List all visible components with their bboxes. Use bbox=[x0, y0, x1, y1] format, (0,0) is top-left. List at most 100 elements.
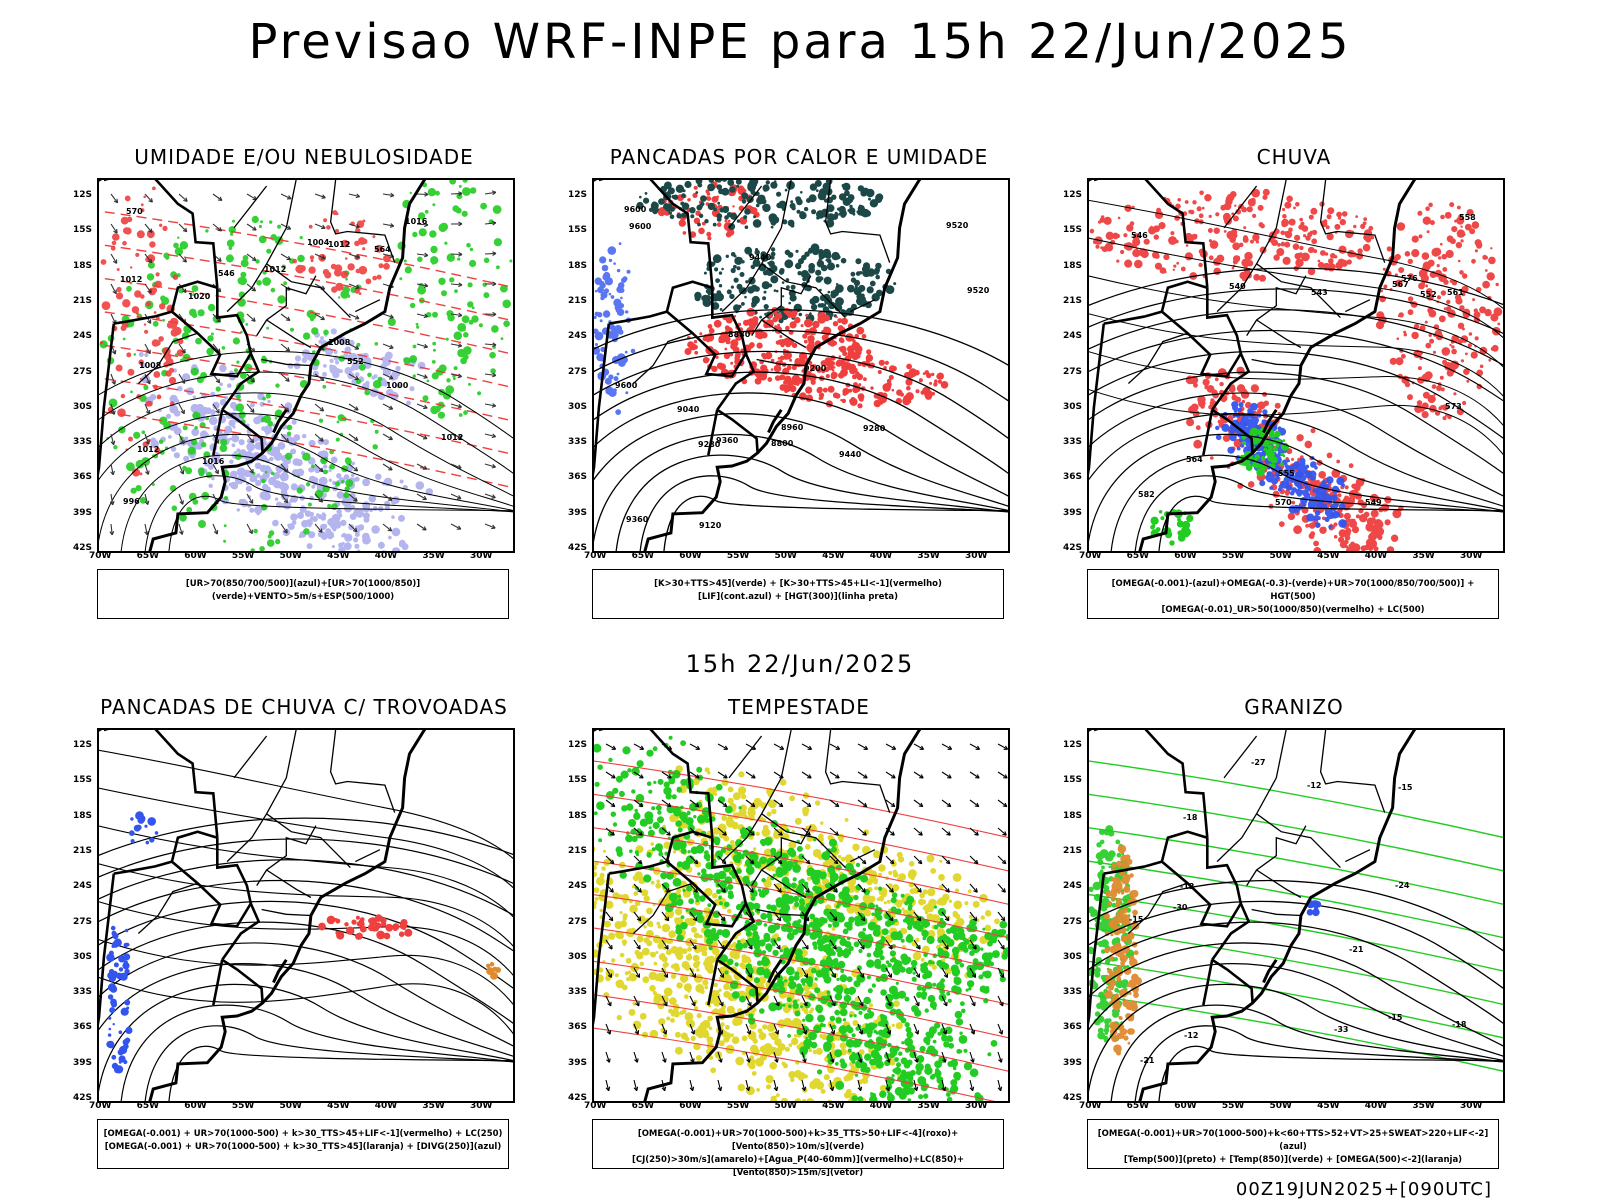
lon-tick-label: 50W bbox=[774, 551, 797, 561]
lat-tick-label: 42S bbox=[568, 543, 588, 553]
lon-tick-label: 50W bbox=[1269, 551, 1292, 561]
contour-label: 555 bbox=[1278, 469, 1295, 478]
lat-tick-label: 39S bbox=[1063, 507, 1083, 518]
state-border bbox=[751, 825, 812, 886]
lat-tick-label: 27S bbox=[1063, 366, 1083, 377]
country-border bbox=[594, 323, 611, 476]
contour-label: -18 bbox=[1183, 813, 1198, 822]
divergence-blue bbox=[106, 925, 133, 1074]
state-border bbox=[728, 735, 763, 779]
omega-500-orange bbox=[1103, 844, 1142, 1056]
map-svg: 9600960096009520952094409440936093609280… bbox=[594, 180, 1008, 551]
lat-tick-label: 42S bbox=[73, 1093, 93, 1103]
contour-label: 9520 bbox=[946, 221, 969, 230]
country-border bbox=[1206, 837, 1251, 961]
contour-label: 8960 bbox=[781, 423, 804, 432]
state-border bbox=[721, 263, 763, 313]
lat-tick-label: 18S bbox=[1063, 260, 1083, 271]
lon-tick-label: 35W bbox=[422, 1101, 445, 1111]
lon-tick-label: 65W bbox=[631, 551, 655, 561]
lat-tick-label: 21S bbox=[73, 845, 93, 856]
divergence-blue-north bbox=[129, 811, 159, 845]
lon-tick-label: 60W bbox=[679, 1101, 702, 1111]
contour-label: 996 bbox=[123, 497, 140, 506]
lat-tick-label: 36S bbox=[1063, 1022, 1083, 1033]
country-border bbox=[716, 958, 759, 1003]
map-base bbox=[1089, 180, 1417, 551]
map-frame: 582 576 573 570 567 564 561 558 555 552 549 546 543 5… bbox=[1087, 178, 1505, 553]
lat-tick-label: 18S bbox=[568, 260, 588, 271]
omega-ur-red bbox=[1089, 188, 1375, 282]
state-border bbox=[850, 299, 876, 313]
contour-label: 1012 bbox=[137, 445, 159, 454]
state-border bbox=[266, 319, 312, 349]
panel-title: GRANIZO bbox=[1244, 695, 1344, 719]
lat-tick-label: 42S bbox=[1063, 1093, 1083, 1103]
contour-label: 1016 bbox=[202, 457, 225, 466]
panel-legend: [OMEGA(-0.001)-(azul)+OMEGA(-0.3)-(verde… bbox=[1087, 569, 1499, 619]
lat-tick-label: 15S bbox=[568, 775, 588, 786]
legend-line: [OMEGA(-0.001)+UR>70(1000-500)+k>35_TTS>… bbox=[637, 1129, 959, 1152]
country-border bbox=[212, 409, 224, 456]
lon-tick-label: 60W bbox=[184, 1101, 207, 1111]
coastline bbox=[594, 730, 922, 1101]
state-border bbox=[226, 813, 268, 863]
country-border bbox=[608, 860, 668, 875]
lat-tick-label: 30S bbox=[73, 951, 93, 962]
country-border bbox=[170, 280, 252, 378]
country-border bbox=[1089, 323, 1106, 476]
lat-tick-label: 24S bbox=[568, 331, 588, 342]
lon-tick-label: 40W bbox=[374, 551, 398, 561]
lat-tick-label: 15S bbox=[1063, 775, 1083, 786]
coastline bbox=[1089, 180, 1417, 551]
contour-label: -15 bbox=[1398, 783, 1413, 792]
lon-tick-label: 40W bbox=[374, 1101, 398, 1111]
contour-label: 1008 bbox=[139, 361, 162, 370]
lon-tick-label: 50W bbox=[774, 1101, 797, 1111]
streamlines-north bbox=[99, 749, 513, 1035]
state-border bbox=[265, 180, 351, 319]
contour-label: 543 bbox=[1311, 288, 1328, 297]
lat-tick-label: 21S bbox=[568, 845, 588, 856]
country-border bbox=[1211, 408, 1254, 453]
contour-label: -12 bbox=[1307, 781, 1321, 790]
country-border bbox=[707, 959, 719, 1006]
contour-label: 9600 bbox=[615, 381, 638, 390]
panel-legend: [UR>70(850/700/500)](azul)+[UR>70(1000/8… bbox=[97, 569, 509, 619]
panel-legend: [OMEGA(-0.001) + UR>70(1000-500) + k>30_… bbox=[97, 1119, 509, 1169]
state-border bbox=[761, 319, 807, 349]
contour-label: 9600 bbox=[629, 222, 652, 231]
lon-tick-label: 45W bbox=[822, 1101, 845, 1111]
country-border bbox=[1093, 180, 1209, 288]
lat-tick-label: 33S bbox=[1063, 987, 1083, 998]
contour-label: 9360 bbox=[626, 515, 649, 524]
country-border bbox=[113, 860, 173, 875]
contour-label: 582 bbox=[1138, 490, 1155, 499]
map-frame: 9600 9600 9600 9520 9520 9440 9440 9360 9360 9280… bbox=[592, 178, 1010, 553]
contour-label: 1004 bbox=[307, 238, 330, 247]
state-border bbox=[226, 263, 268, 313]
lat-tick-label: 33S bbox=[568, 437, 588, 448]
lagoon bbox=[767, 958, 783, 984]
country-border bbox=[99, 323, 116, 476]
contour-label: -15 bbox=[1388, 1013, 1403, 1022]
map-svg: -12 -12 -15 -15 -18 -18 -21 -21 -24 -27 -30 -33 -12 -… bbox=[1089, 730, 1503, 1101]
legend-line: [CJ(250)>30m/s](amarelo)+[Agua_P(40-60mm… bbox=[631, 1155, 965, 1178]
lon-tick-label: 30W bbox=[964, 551, 988, 561]
contour-label: 573 bbox=[1445, 402, 1462, 411]
state-border bbox=[137, 882, 198, 934]
contour-label: 1012 bbox=[441, 433, 463, 442]
lon-tick-label: 30W bbox=[1459, 551, 1483, 561]
map-base bbox=[99, 180, 427, 551]
contour-label: 546 bbox=[1131, 231, 1148, 240]
lon-tick-label: 50W bbox=[279, 1101, 302, 1111]
lon-tick-label: 40W bbox=[1364, 551, 1388, 561]
panel-title: TEMPESTADE bbox=[728, 695, 870, 719]
lat-tick-label: 39S bbox=[1063, 1057, 1083, 1068]
state-border bbox=[760, 180, 846, 319]
state-border bbox=[756, 908, 806, 917]
lon-tick-label: 45W bbox=[1317, 551, 1340, 561]
state-border bbox=[1255, 730, 1341, 869]
panel-title: PANCADAS POR CALOR E UMIDADE bbox=[609, 145, 989, 169]
contour-label: -21 bbox=[1140, 1056, 1155, 1065]
